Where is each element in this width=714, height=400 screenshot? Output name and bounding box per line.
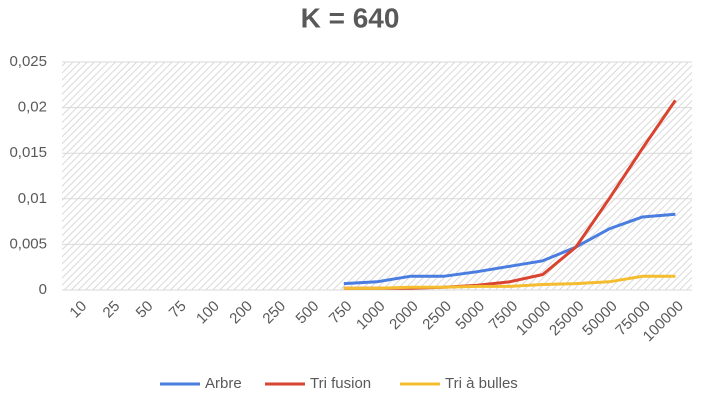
x-tick-label: 50000: [579, 298, 621, 340]
x-tick-label: 10000: [513, 298, 555, 340]
legend-label: Tri à bulles: [445, 375, 518, 392]
x-tick-label: 1000: [353, 298, 389, 334]
x-tick-label: 2000: [386, 298, 422, 334]
x-tick-label: 10: [66, 298, 90, 322]
x-tick-label: 100: [193, 298, 223, 328]
plot-area: [62, 62, 692, 290]
x-tick-label: 750: [326, 298, 356, 328]
chart-title: K = 640: [301, 2, 400, 33]
x-tick-label: 5000: [452, 298, 488, 334]
x-tick-label: 25: [100, 298, 124, 322]
series-line: [343, 212, 676, 286]
series-line: [343, 274, 676, 290]
y-tick-label: 0,015: [9, 144, 47, 161]
x-tick-label: 75: [166, 298, 190, 322]
x-tick-label: 500: [293, 298, 323, 328]
x-tick-label: 2500: [419, 298, 455, 334]
y-tick-label: 0,02: [18, 99, 47, 116]
x-tick-label: 25000: [546, 298, 588, 340]
y-tick-label: 0,025: [9, 53, 47, 70]
x-tick-label: 200: [226, 298, 256, 328]
x-tick-label: 50: [133, 298, 157, 322]
y-tick-label: 0: [39, 281, 47, 298]
y-tick-label: 0,01: [18, 190, 47, 207]
legend-label: Arbre: [205, 375, 242, 392]
legend-label: Tri fusion: [310, 375, 371, 392]
x-tick-label: 250: [259, 298, 289, 328]
y-tick-label: 0,005: [9, 235, 47, 252]
